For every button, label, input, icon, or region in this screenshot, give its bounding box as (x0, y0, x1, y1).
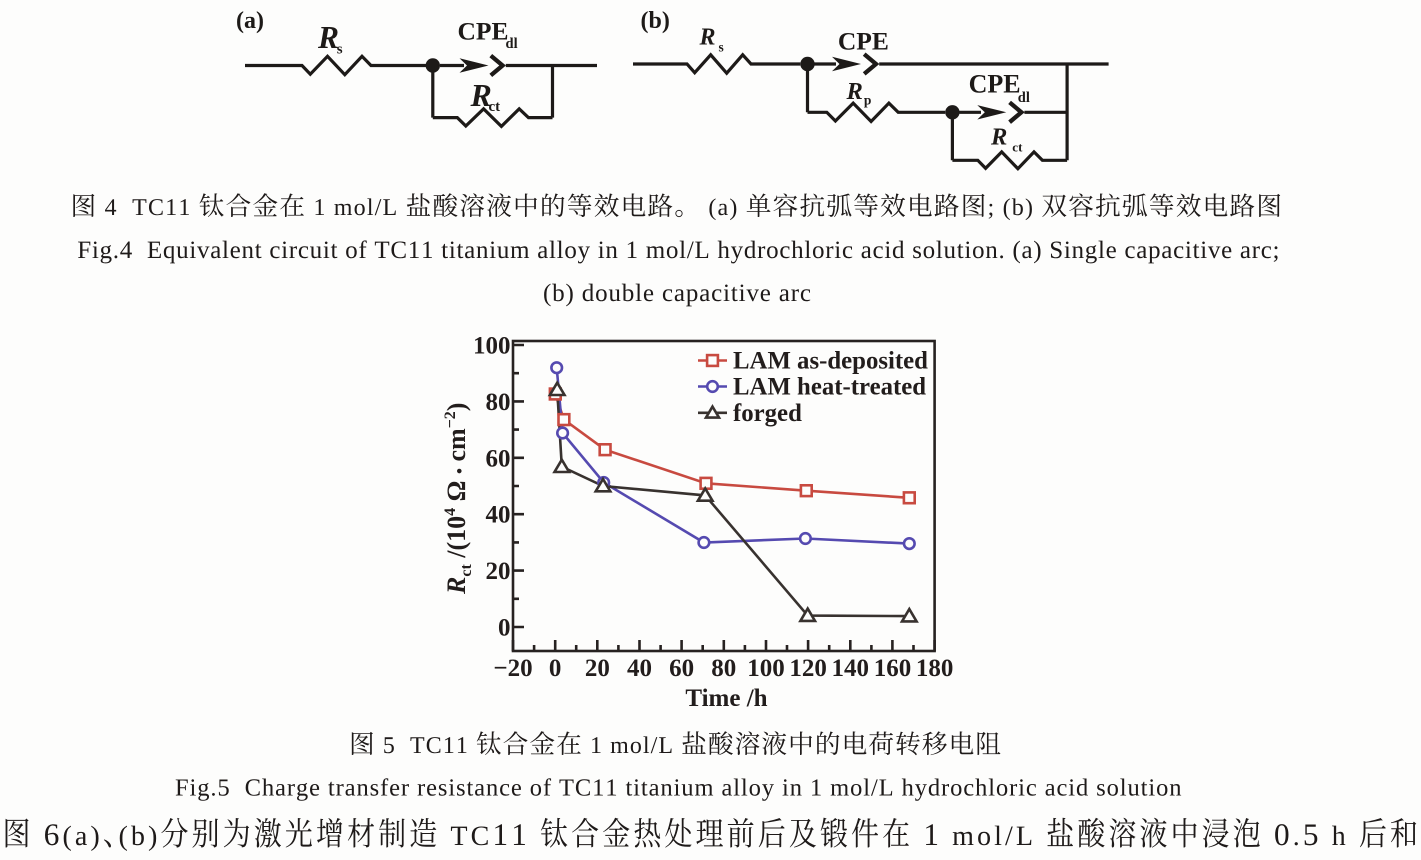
svg-text:60: 60 (669, 655, 694, 682)
svg-text:forged: forged (733, 400, 802, 427)
svg-text:R: R (699, 25, 716, 51)
svg-text:80: 80 (711, 655, 736, 682)
svg-text:dl: dl (506, 36, 518, 52)
svg-text:100: 100 (473, 333, 511, 360)
svg-text:20: 20 (486, 558, 511, 585)
svg-text:40: 40 (486, 502, 511, 529)
svg-text:160: 160 (874, 655, 912, 682)
svg-text:0: 0 (549, 655, 562, 682)
svg-text:CPE: CPE (969, 70, 1021, 99)
svg-text:dl: dl (1018, 90, 1030, 106)
svg-text:20: 20 (585, 655, 610, 682)
svg-text:s: s (719, 39, 724, 54)
svg-text:R: R (990, 124, 1007, 151)
svg-text:ct: ct (489, 99, 501, 115)
svg-text:R: R (317, 20, 339, 55)
svg-text:R: R (470, 77, 492, 113)
svg-text:s: s (337, 41, 343, 57)
svg-text:180: 180 (916, 655, 954, 682)
svg-text:CPE: CPE (458, 17, 509, 46)
svg-text:120: 120 (789, 655, 827, 682)
svg-text:(a): (a) (236, 8, 264, 34)
svg-text:p: p (864, 93, 872, 108)
svg-text:0: 0 (498, 615, 511, 642)
svg-text:60: 60 (486, 445, 511, 472)
svg-text:R: R (846, 78, 863, 105)
svg-text:LAM as-deposited: LAM as-deposited (733, 348, 928, 375)
svg-text:Time /h: Time /h (685, 685, 767, 712)
svg-text:100: 100 (747, 655, 785, 682)
svg-text:140: 140 (832, 655, 870, 682)
svg-text:40: 40 (627, 655, 652, 682)
svg-text:ct: ct (1012, 139, 1023, 154)
svg-text:Rct /(104 Ω • cm−2): Rct /(104 Ω • cm−2) (442, 403, 475, 595)
svg-text:80: 80 (486, 389, 511, 416)
svg-text:(b): (b) (641, 8, 670, 34)
svg-text:−20: −20 (493, 655, 532, 682)
svg-text:CPE: CPE (838, 26, 889, 55)
svg-text:LAM heat-treated: LAM heat-treated (733, 374, 926, 401)
